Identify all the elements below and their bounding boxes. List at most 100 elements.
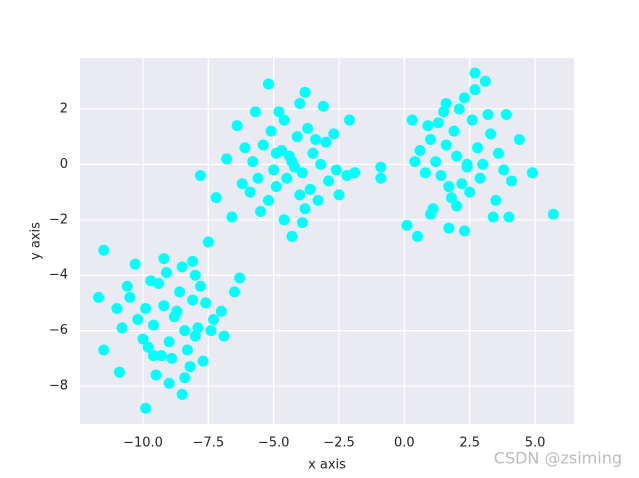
point <box>289 161 301 173</box>
point <box>401 219 413 231</box>
point <box>252 172 264 184</box>
point <box>443 181 455 193</box>
point <box>247 156 259 168</box>
point <box>200 297 212 309</box>
point <box>422 120 434 132</box>
point <box>440 97 452 109</box>
point <box>171 305 183 317</box>
point <box>513 133 525 145</box>
point <box>278 114 290 126</box>
point <box>124 291 136 303</box>
point <box>265 125 277 137</box>
point <box>406 114 418 126</box>
point <box>451 200 463 212</box>
point <box>430 156 442 168</box>
x-tick-label: 2.5 <box>459 436 480 451</box>
point <box>492 147 504 159</box>
point <box>140 302 152 314</box>
point <box>440 139 452 151</box>
point <box>323 175 335 187</box>
point <box>425 208 437 220</box>
point <box>98 244 110 256</box>
point <box>409 156 421 168</box>
point <box>547 208 559 220</box>
point <box>302 122 314 134</box>
y-tick-label: 0 <box>60 157 68 172</box>
point <box>187 255 199 267</box>
point <box>147 350 159 362</box>
point <box>487 211 499 223</box>
point <box>147 319 159 331</box>
point <box>163 377 175 389</box>
point <box>132 314 144 326</box>
point <box>189 269 201 281</box>
x-axis-label: x axis <box>308 458 346 473</box>
point <box>189 330 201 342</box>
point <box>304 183 316 195</box>
point <box>506 175 518 187</box>
point <box>158 253 170 265</box>
point <box>474 172 486 184</box>
point <box>205 325 217 337</box>
point <box>312 194 324 206</box>
point <box>458 92 470 104</box>
point <box>500 109 512 121</box>
point <box>498 164 510 176</box>
point <box>414 145 426 157</box>
point <box>503 211 515 223</box>
x-tick-label: 5.0 <box>525 436 546 451</box>
point <box>249 106 261 118</box>
point <box>262 194 274 206</box>
point <box>231 120 243 132</box>
point <box>270 181 282 193</box>
point <box>294 97 306 109</box>
point <box>176 261 188 273</box>
point <box>466 114 478 126</box>
point <box>181 344 193 356</box>
point <box>438 106 450 118</box>
point <box>315 158 327 170</box>
point <box>343 114 355 126</box>
point <box>163 336 175 348</box>
point <box>197 355 209 367</box>
point <box>469 67 481 79</box>
point <box>461 158 473 170</box>
x-tick-label: −10.0 <box>123 436 163 451</box>
point <box>432 117 444 129</box>
point <box>443 222 455 234</box>
point <box>221 153 233 165</box>
x-tick-label: −5.0 <box>258 436 290 451</box>
point <box>286 230 298 242</box>
y-tick-label: −6 <box>49 323 68 338</box>
point <box>218 330 230 342</box>
y-tick-label: 2 <box>60 101 68 116</box>
point <box>239 142 251 154</box>
point <box>330 164 342 176</box>
y-tick-label: −2 <box>49 212 68 227</box>
point <box>479 75 491 87</box>
point <box>208 314 220 326</box>
point <box>111 302 123 314</box>
point <box>349 167 361 179</box>
y-tick-label: −8 <box>49 379 68 394</box>
point <box>194 280 206 292</box>
point <box>456 178 468 190</box>
point <box>435 169 447 181</box>
point <box>309 133 321 145</box>
point <box>490 194 502 206</box>
point <box>328 128 340 140</box>
point <box>458 225 470 237</box>
point <box>411 230 423 242</box>
point <box>270 147 282 159</box>
point <box>113 366 125 378</box>
point <box>375 161 387 173</box>
point <box>228 286 240 298</box>
point <box>453 103 465 115</box>
point <box>194 169 206 181</box>
point <box>262 78 274 90</box>
point <box>210 192 222 204</box>
point <box>121 280 133 292</box>
point <box>317 100 329 112</box>
point <box>202 236 214 248</box>
